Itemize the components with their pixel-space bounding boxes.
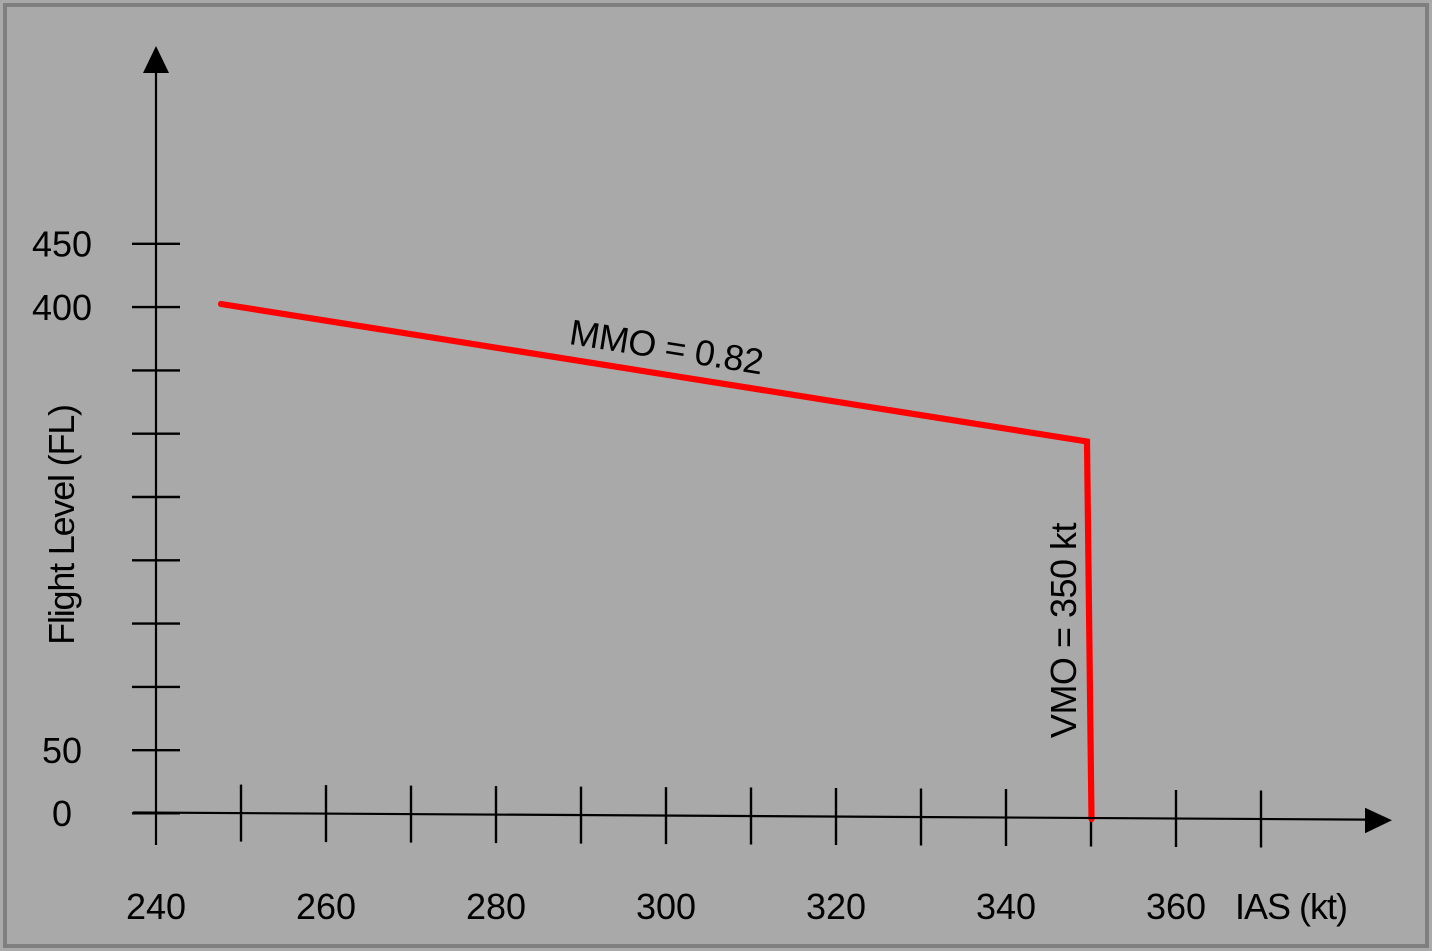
svg-text:450: 450 [32, 224, 92, 265]
svg-text:280: 280 [466, 886, 526, 927]
svg-text:240: 240 [126, 886, 186, 927]
svg-text:50: 50 [42, 730, 82, 771]
svg-text:0: 0 [52, 793, 72, 834]
svg-text:400: 400 [32, 287, 92, 328]
svg-text:VMO = 350 kt: VMO = 350 kt [1043, 522, 1084, 738]
svg-text:320: 320 [806, 886, 866, 927]
svg-text:260: 260 [296, 886, 356, 927]
svg-text:IAS (kt): IAS (kt) [1235, 886, 1347, 927]
svg-text:Flight Level (FL): Flight Level (FL) [41, 405, 82, 645]
svg-text:340: 340 [976, 886, 1036, 927]
svg-text:300: 300 [636, 886, 696, 927]
svg-text:360: 360 [1146, 886, 1206, 927]
